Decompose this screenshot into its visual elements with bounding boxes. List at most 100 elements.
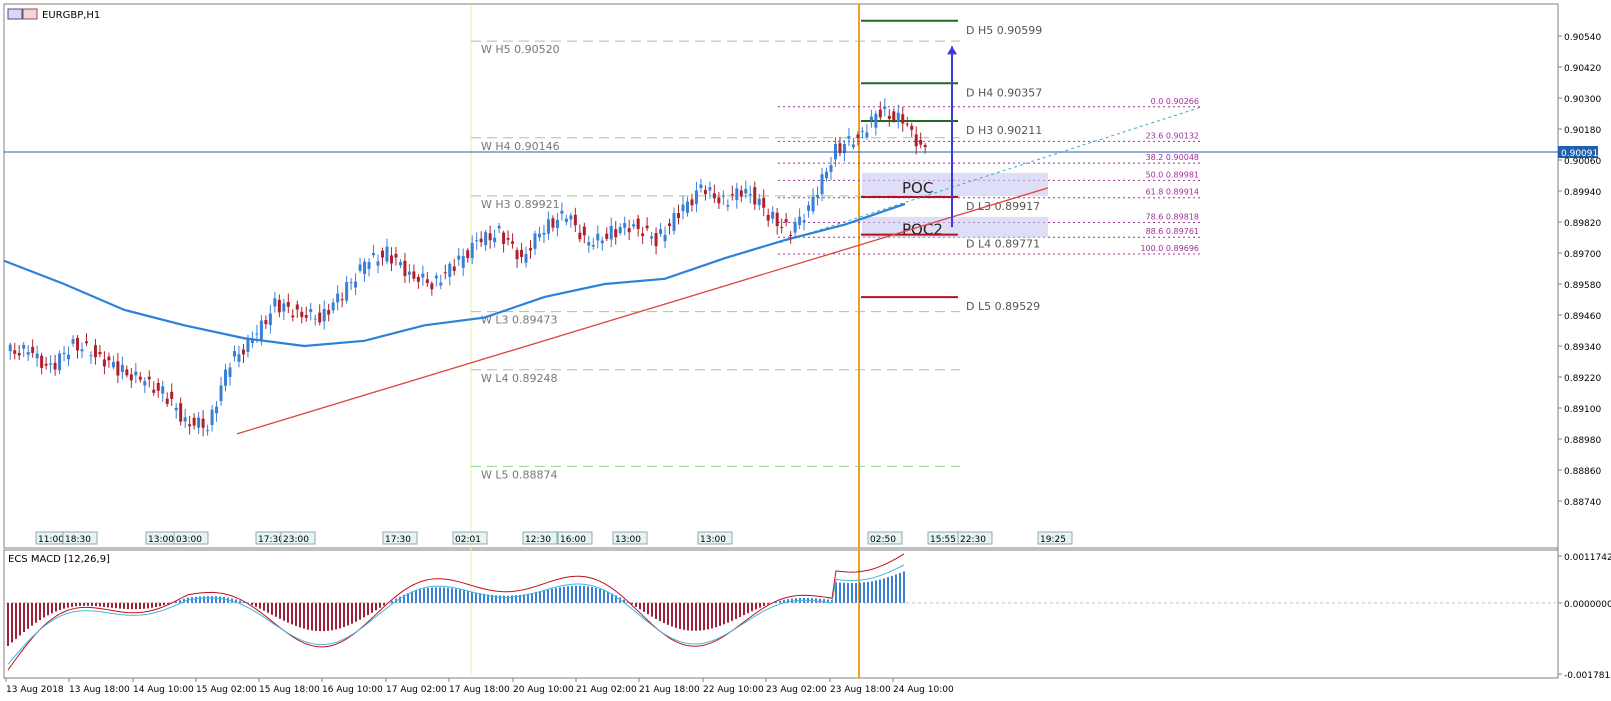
session-tag-label: 17:30 <box>385 535 411 545</box>
candle-body <box>309 309 313 313</box>
session-tag-label: 02:01 <box>455 535 481 545</box>
candle-body <box>883 106 887 109</box>
candle-body <box>385 246 389 262</box>
session-tag-label: 16:00 <box>560 535 586 545</box>
candle-body <box>614 229 618 238</box>
macd-panel-frame <box>3 549 1559 679</box>
candle-body <box>188 424 192 427</box>
session-tag-label: 13:00 <box>700 535 726 545</box>
candle-body <box>174 407 178 411</box>
session-tag <box>280 531 316 545</box>
candle-body <box>578 232 582 240</box>
candle-body <box>860 131 864 133</box>
candle-body <box>757 198 761 206</box>
fib-level-label: 23.6 0.90132 <box>1146 131 1199 140</box>
candle-body <box>372 253 376 256</box>
candle-body <box>636 218 640 229</box>
candle-body <box>497 225 501 229</box>
session-tag <box>173 531 209 545</box>
candle-body <box>102 359 106 367</box>
macd-line <box>7 553 905 671</box>
candle-body <box>511 241 515 244</box>
price-tick-label: 0.88860 <box>1564 467 1601 477</box>
candle-body <box>641 233 645 237</box>
moving-average-line <box>3 202 906 348</box>
candle-body <box>44 363 48 366</box>
fib-anchor-line <box>779 106 1203 244</box>
candle-body <box>529 248 533 251</box>
price-tick-label: 0.89700 <box>1564 250 1601 260</box>
candle-body <box>421 273 425 278</box>
price-tick-label: 0.88740 <box>1564 498 1601 508</box>
time-tick-label: 24 Aug 10:00 <box>893 685 954 695</box>
candle-body <box>919 140 923 145</box>
candle-body <box>766 214 770 221</box>
price-tick-label: 0.89340 <box>1564 343 1601 353</box>
weekly-pivot-label: W L5 0.88874 <box>481 468 557 481</box>
candle-body <box>80 349 84 352</box>
candle-body <box>466 250 470 259</box>
candle-body <box>632 224 636 227</box>
candle-body <box>627 228 631 233</box>
candle-body <box>609 226 613 240</box>
candle-body <box>358 264 362 271</box>
session-tag <box>957 531 993 545</box>
session-tag <box>867 531 903 545</box>
candle-body <box>838 143 842 154</box>
time-tick-label: 17 Aug 18:00 <box>449 685 510 695</box>
candle-body <box>829 165 833 172</box>
candle-body <box>250 340 254 343</box>
time-tick-label: 15 Aug 02:00 <box>196 685 257 695</box>
candle-body <box>241 349 245 355</box>
candle-body <box>596 233 600 241</box>
candle-body <box>726 205 730 207</box>
candle-body <box>816 194 820 198</box>
macd-label: ECS MACD [12,26,9] <box>8 554 110 565</box>
session-tag-label: 18:30 <box>65 535 91 545</box>
candle-body <box>93 345 97 358</box>
candle-body <box>672 213 676 232</box>
candle-body <box>847 136 851 139</box>
candle-body <box>17 352 21 356</box>
session-tag-label: 17:30 <box>258 535 284 545</box>
fib-level-label: 88.6 0.89761 <box>1146 227 1199 236</box>
candle-body <box>780 227 784 229</box>
session-tag-label: 23:00 <box>283 535 309 545</box>
candle-body <box>685 201 689 213</box>
candle-body <box>206 430 210 432</box>
candle-body <box>336 293 340 303</box>
chart-window-icon <box>7 8 23 20</box>
candle-body <box>107 356 111 361</box>
target-arrow-head <box>947 46 957 55</box>
candle-body <box>694 190 698 204</box>
candle-body <box>76 338 80 351</box>
candle-body <box>452 266 456 271</box>
candle-body <box>798 216 802 225</box>
daily-pivot-label: D L4 0.89771 <box>966 238 1040 251</box>
poc-zone <box>862 172 1048 197</box>
candle-body <box>910 125 914 130</box>
candle-body <box>735 188 739 201</box>
candle-body <box>618 227 622 234</box>
candle-body <box>201 418 205 428</box>
candle-body <box>232 351 236 357</box>
candle-body <box>677 213 681 219</box>
candle-body <box>623 223 627 228</box>
candle-body <box>367 261 371 270</box>
candle-body <box>475 240 479 242</box>
candle-body <box>349 282 353 284</box>
candle-body <box>582 226 586 236</box>
candle-body <box>8 344 12 352</box>
candle-body <box>708 187 712 191</box>
candle-body <box>412 271 416 279</box>
current-price-tag <box>1558 145 1598 158</box>
candle-body <box>179 403 183 422</box>
candle-body <box>605 233 609 239</box>
candle-body <box>533 233 537 249</box>
session-tag-label: 15:55 <box>930 535 956 545</box>
session-tag <box>522 531 558 545</box>
candle-body <box>300 311 304 318</box>
candle-body <box>363 261 367 274</box>
candle-body <box>215 406 219 414</box>
